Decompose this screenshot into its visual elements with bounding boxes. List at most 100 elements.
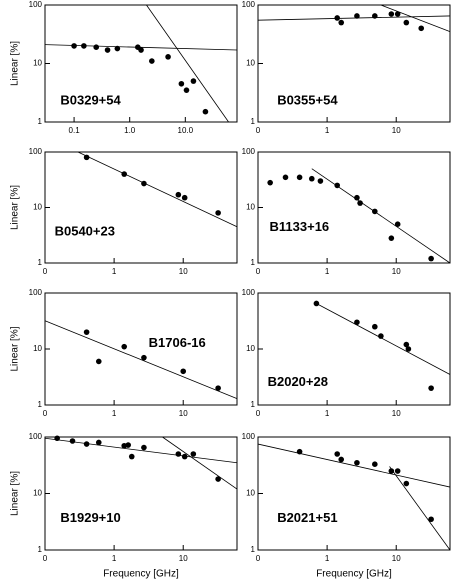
panel: 1 10 100 0.1 1.0 10.0 B0329+54 Linear [%] [10,0,238,135]
panel-title: B2021+51 [277,510,337,525]
panel-title: B1929+10 [60,510,120,525]
data-point [296,174,303,181]
data-point [69,438,76,444]
x-tick-label: 10 [392,409,401,418]
data-point [338,19,345,26]
y-axis-label: Linear [%] [10,326,21,371]
data-point [54,435,60,442]
x-tick-label: 10 [179,409,188,418]
data-point [428,255,434,262]
data-point [71,43,77,49]
x-tick-label: 1 [112,409,117,418]
data-point [83,329,90,335]
fit-line [146,4,229,123]
data-point [141,444,147,451]
data-point [83,441,90,447]
x-tick-label: 10 [179,267,188,276]
y-tick-label: 10 [246,344,255,353]
data-point [428,516,434,523]
x-tick-label: 0 [256,126,261,135]
data-point [114,45,121,52]
data-point [165,54,171,60]
x-tick-label: 1 [112,267,117,276]
data-point [215,476,221,482]
y-axis-label: Linear [%] [10,471,21,516]
x-tick-label: 0 [43,409,48,418]
data-point [405,346,412,352]
x-tick-label: 0 [256,554,261,563]
fit-line [389,466,451,551]
data-point [95,439,102,446]
data-point [394,11,401,17]
data-point [121,171,128,177]
y-tick-label: 100 [29,432,43,441]
data-point [181,194,188,201]
data-point [403,341,410,348]
fit-line [257,443,451,488]
y-tick-label: 100 [242,0,256,9]
x-tick-label: 1.0 [124,126,136,135]
data-point [354,459,360,466]
data-point [334,15,341,21]
data-point [354,319,360,326]
y-tick-label: 1 [251,545,256,554]
data-point [428,385,434,391]
data-point [183,87,190,93]
data-point [181,453,188,460]
panel-title: B0329+54 [60,92,121,107]
x-tick-label: 10 [392,126,401,135]
data-point [338,456,345,463]
data-point [128,453,135,460]
panel-title: B0355+54 [277,92,338,107]
data-point [372,13,378,19]
y-tick-label: 100 [242,432,256,441]
y-tick-label: 10 [246,59,255,68]
data-point [334,182,341,189]
data-point [388,235,395,241]
panel-title: B1706-16 [149,335,206,350]
data-point [317,178,324,184]
data-point [282,174,289,181]
data-point [354,13,360,19]
y-tick-label: 1 [38,117,43,126]
data-point [308,175,315,182]
fit-line [77,151,238,228]
data-point [357,200,363,206]
plot-frame [44,292,238,406]
y-tick-label: 100 [242,147,256,156]
data-point [175,191,182,198]
data-point [313,300,320,307]
data-point [125,442,132,448]
y-tick-label: 10 [33,489,42,498]
fit-line [380,4,451,33]
data-point [175,451,182,457]
data-point [138,47,144,53]
data-point [334,451,341,457]
x-tick-label: 0 [43,554,48,563]
plot-frame [257,151,451,264]
fit-line [44,437,238,464]
y-tick-label: 100 [29,147,43,156]
x-tick-label: 1 [325,267,330,276]
data-point [378,333,384,339]
x-tick-label: 1 [325,409,330,418]
x-tick-label: 10.0 [178,126,194,135]
data-point [418,25,425,32]
x-tick-label: 10 [179,554,188,563]
x-tick-label: 0 [256,267,261,276]
y-tick-label: 1 [251,258,256,267]
x-tick-label: 10 [392,554,401,563]
y-tick-label: 10 [246,489,255,498]
fit-line [44,320,238,399]
data-point [180,368,187,375]
data-point [372,461,378,468]
data-point [215,210,221,216]
data-point [104,47,111,53]
y-tick-label: 10 [246,203,255,212]
data-point [149,58,155,64]
plot-frame [44,436,238,551]
